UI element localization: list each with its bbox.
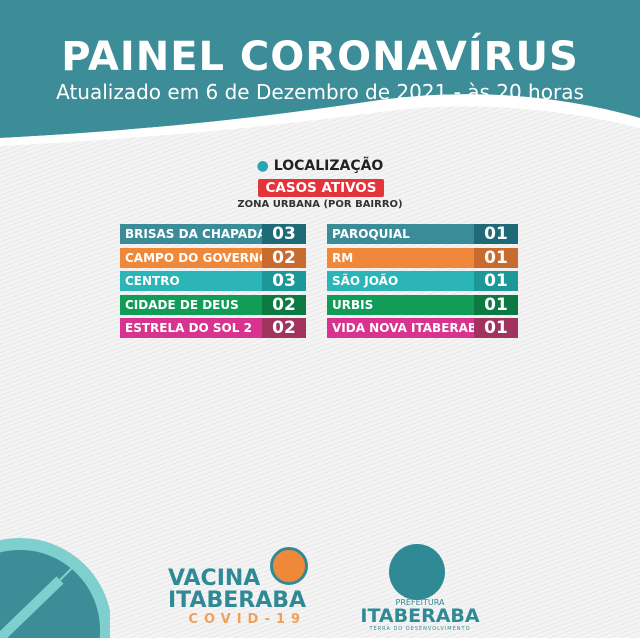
location-pin-icon: ● xyxy=(256,158,269,174)
case-count: 01 xyxy=(474,318,518,338)
syringe-emblem xyxy=(0,537,110,638)
prefeitura-logo: PREFEITURA ITABERABA TERRA DO DESENVOLVI… xyxy=(360,598,480,632)
neighborhood-name: CAMPO DO GOVERNO xyxy=(125,250,262,265)
case-count: 01 xyxy=(474,224,518,244)
neighborhood-name: ESTRELA DO SOL 2 xyxy=(125,321,252,335)
vaccine-circle-icon xyxy=(270,547,308,585)
neighborhood-name: CIDADE DE DEUS xyxy=(125,297,239,312)
vacina-logo: VACINA ITABERABA COVID-19 xyxy=(168,566,307,628)
neighborhood-row: CENTRO 03 xyxy=(120,271,306,291)
case-count: 02 xyxy=(262,294,306,315)
page-title: PAINEL CORONAVÍRUS xyxy=(61,34,579,80)
city-seal-icon xyxy=(389,544,445,600)
active-cases-badge: CASOS ATIVOS xyxy=(258,179,384,197)
case-count: 01 xyxy=(474,271,518,291)
case-count: 01 xyxy=(474,294,518,315)
neighborhood-name: URBIS xyxy=(332,297,374,312)
neighborhood-row: PAROQUIAL 01 xyxy=(327,224,518,244)
neighborhood-name: RM xyxy=(332,250,354,265)
case-count: 02 xyxy=(262,318,306,338)
neighborhood-row: ESTRELA DO SOL 2 02 xyxy=(120,318,306,338)
neighborhood-row: SÃO JOÃO 01 xyxy=(327,271,518,291)
neighborhood-row: CAMPO DO GOVERNO 02 xyxy=(120,247,306,268)
neighborhood-row: CIDADE DE DEUS 02 xyxy=(120,294,306,315)
neighborhood-row: RM 01 xyxy=(327,247,518,268)
neighborhood-name: SÃO JOÃO xyxy=(332,274,399,288)
case-count: 02 xyxy=(262,247,306,268)
header-band xyxy=(0,0,640,146)
neighborhood-name: CENTRO xyxy=(125,274,180,288)
neighborhood-row: VIDA NOVA ITABERABA 01 xyxy=(327,318,518,338)
neighborhood-row: URBIS 01 xyxy=(327,294,518,315)
neighborhood-name: PAROQUIAL xyxy=(332,227,410,241)
case-count: 01 xyxy=(474,247,518,268)
zone-label: ZONA URBANA (POR BAIRRO) xyxy=(237,199,403,210)
case-count: 03 xyxy=(262,224,306,244)
right-neighborhood-list: PAROQUIAL 01 RM 01 SÃO JOÃO 01 URBIS 01 VIDA NOV… xyxy=(327,224,518,342)
case-count: 03 xyxy=(262,271,306,291)
location-heading: ● LOCALIZAÇÃO xyxy=(256,158,384,174)
neighborhood-row: BRISAS DA CHAPADA 03 xyxy=(120,224,306,244)
left-neighborhood-list: BRISAS DA CHAPADA 03 CAMPO DO GOVERNO 02 CEN… xyxy=(120,224,306,342)
neighborhood-name: VIDA NOVA ITABERABA xyxy=(332,321,474,335)
neighborhood-name: BRISAS DA CHAPADA xyxy=(125,227,262,241)
update-subtitle: Atualizado em 6 de Dezembro de 2021 - às… xyxy=(56,80,584,104)
